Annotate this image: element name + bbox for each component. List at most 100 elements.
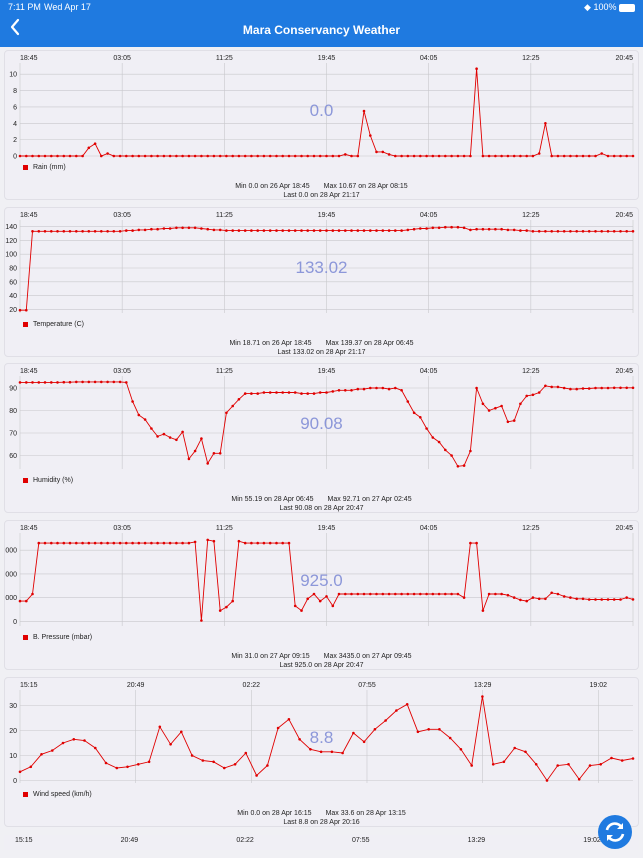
data-point — [25, 599, 28, 603]
x-tick-label: 07:55 — [358, 682, 376, 689]
y-tick-label: 30 — [9, 703, 17, 710]
data-point — [93, 541, 97, 545]
data-point — [512, 419, 516, 422]
data-point — [293, 604, 297, 608]
stat-max: Max 3435.0 on 27 Apr 09:45 — [323, 653, 412, 660]
data-point — [481, 609, 485, 612]
data-point — [512, 154, 516, 158]
data-point — [143, 541, 147, 545]
stat-max: Max 33.6 on 28 Apr 13:15 — [325, 810, 406, 817]
data-point — [18, 154, 22, 158]
y-tick-label: 100 — [5, 252, 17, 259]
data-point — [619, 386, 622, 390]
data-point — [187, 457, 191, 461]
data-point — [600, 386, 603, 390]
data-point — [416, 730, 420, 734]
data-point — [331, 604, 335, 608]
data-point — [156, 435, 159, 438]
data-point — [262, 154, 266, 158]
data-point — [475, 386, 478, 390]
data-point — [131, 154, 134, 158]
refresh-button[interactable] — [598, 815, 632, 849]
data-point — [462, 226, 466, 230]
data-point — [156, 541, 159, 545]
data-point — [25, 308, 28, 312]
back-button[interactable] — [6, 18, 24, 42]
stat-last: Last 90.08 on 28 Apr 20:47 — [279, 505, 364, 512]
data-point — [400, 389, 403, 392]
chart-card: 20 40 60 80 100 120 140 18:45 03:05 11:25 19:45 04:… — [4, 207, 639, 357]
data-point — [126, 765, 129, 769]
data-point — [556, 764, 559, 767]
x-tick-label: 02:22 — [236, 837, 254, 844]
stat-last: Last 0.0 on 28 Apr 21:17 — [283, 192, 360, 199]
chart-legend: Temperature (C) — [23, 321, 84, 328]
data-point — [534, 763, 538, 766]
data-point — [350, 389, 353, 392]
data-point — [412, 227, 416, 231]
data-point — [325, 154, 328, 158]
data-point — [287, 229, 291, 232]
chart-stats: Min 31.0 on 27 Apr 09:15 Max 3435.0 on 27… — [5, 652, 638, 670]
data-point — [87, 146, 91, 150]
data-point — [287, 154, 291, 158]
data-point — [531, 393, 535, 397]
data-point — [387, 153, 391, 156]
x-tick-label: 03:05 — [113, 55, 131, 62]
data-point — [250, 392, 253, 395]
data-point — [562, 154, 566, 158]
data-point — [50, 541, 53, 545]
data-point — [606, 598, 610, 601]
chart-stats: Min 18.71 on 26 Apr 18:45 Max 139.37 on 2… — [5, 339, 638, 357]
data-point — [275, 154, 278, 158]
data-point — [262, 541, 266, 545]
data-point — [512, 228, 516, 232]
data-point — [318, 391, 322, 394]
data-point — [225, 154, 228, 158]
data-point — [475, 541, 478, 545]
data-point — [231, 154, 234, 158]
data-point — [325, 595, 328, 598]
data-point — [600, 152, 603, 155]
data-point — [37, 381, 41, 384]
charts-scroll-area[interactable]: 0 2 4 6 8 10 18:45 03:05 11:25 19:45 04:05 12:25 20:… — [0, 47, 643, 858]
data-point — [93, 142, 97, 145]
data-point — [212, 452, 216, 455]
x-tick-label: 12:25 — [522, 525, 540, 532]
refresh-icon — [605, 822, 625, 842]
data-point — [531, 154, 535, 158]
x-tick-label: 18:45 — [20, 212, 38, 219]
data-point — [212, 154, 216, 158]
data-point — [337, 592, 341, 596]
wifi-icon: ◆ — [584, 2, 591, 12]
data-point — [75, 230, 78, 233]
data-point — [594, 386, 597, 390]
data-point — [481, 154, 485, 158]
data-point — [462, 596, 466, 599]
data-point — [406, 154, 410, 158]
x-tick-label: 19:45 — [318, 525, 336, 532]
data-point — [275, 391, 278, 394]
data-point — [470, 764, 474, 767]
data-point — [606, 386, 610, 390]
data-point — [575, 387, 578, 391]
data-point — [619, 598, 622, 601]
data-point — [37, 154, 41, 158]
y-tick-label: 0 — [13, 619, 17, 626]
data-point — [625, 154, 628, 158]
data-point — [31, 230, 34, 233]
data-point — [620, 759, 624, 762]
data-point — [218, 154, 222, 158]
data-point — [250, 541, 253, 545]
data-point — [581, 230, 585, 233]
data-point — [544, 384, 547, 388]
chart-stats: Min 55.19 on 28 Apr 06:45 Max 92.71 on 27… — [5, 495, 638, 513]
data-point — [243, 392, 247, 395]
data-point — [87, 230, 91, 233]
data-point — [631, 598, 635, 601]
stat-max: Max 92.71 on 27 Apr 02:45 — [327, 496, 412, 503]
data-point — [331, 154, 335, 158]
data-point — [125, 229, 128, 232]
data-point — [137, 541, 141, 545]
data-point — [475, 227, 478, 231]
